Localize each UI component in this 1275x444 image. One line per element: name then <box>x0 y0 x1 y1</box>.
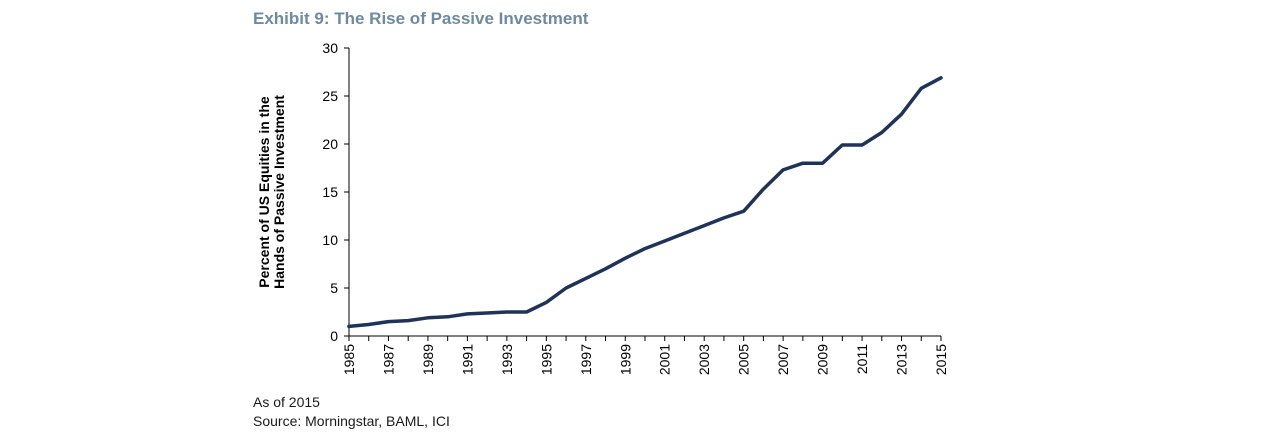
x-tick-label: 2013 <box>894 344 910 375</box>
as-of-note: As of 2015 <box>253 394 320 410</box>
x-tick-label: 2001 <box>657 344 673 375</box>
x-tick-label: 1999 <box>617 344 633 375</box>
y-axis-label: Percent of US Equities in the Hands of P… <box>256 95 287 289</box>
y-tick-label: 10 <box>322 232 338 248</box>
chart-title: Exhibit 9: The Rise of Passive Investmen… <box>253 9 589 28</box>
y-tick-label: 0 <box>330 328 338 344</box>
x-tick-label: 1989 <box>420 344 436 375</box>
series-line <box>347 76 943 329</box>
y-tick-label: 5 <box>330 280 338 296</box>
x-tick-label: 2009 <box>815 344 831 375</box>
x-tick-label: 2005 <box>736 344 752 375</box>
x-tick-label: 1993 <box>499 344 515 375</box>
x-tick-label: 1985 <box>341 344 357 375</box>
y-tick-label: 30 <box>322 40 338 56</box>
x-tick-label: 2011 <box>854 344 870 374</box>
y-tick-label: 25 <box>322 88 338 104</box>
x-tick-label: 1995 <box>538 344 554 375</box>
y-tick-labels: 0 5 10 15 20 25 30 <box>322 40 338 344</box>
x-tick-label: 2003 <box>696 344 712 375</box>
x-tick-label: 1997 <box>578 344 594 375</box>
x-tick-label: 2007 <box>775 344 791 375</box>
source-note: Source: Morningstar, BAML, ICI <box>253 413 450 429</box>
y-axis-label-line-2: Hands of Passive Investment <box>271 95 287 289</box>
chart-axes <box>344 47 942 341</box>
series-group <box>347 76 943 329</box>
x-tick-label: 2015 <box>933 344 949 375</box>
x-tick-labels: 1985 1987 1989 1991 1993 1995 1997 1999 2001 2003… <box>341 344 949 375</box>
y-axis-label-line-1: Percent of US Equities in the <box>256 96 272 288</box>
y-tick-label: 15 <box>322 184 338 200</box>
y-tick-label: 20 <box>322 136 338 152</box>
x-tick-label: 1987 <box>380 344 396 375</box>
x-tick-label: 1991 <box>459 344 475 375</box>
